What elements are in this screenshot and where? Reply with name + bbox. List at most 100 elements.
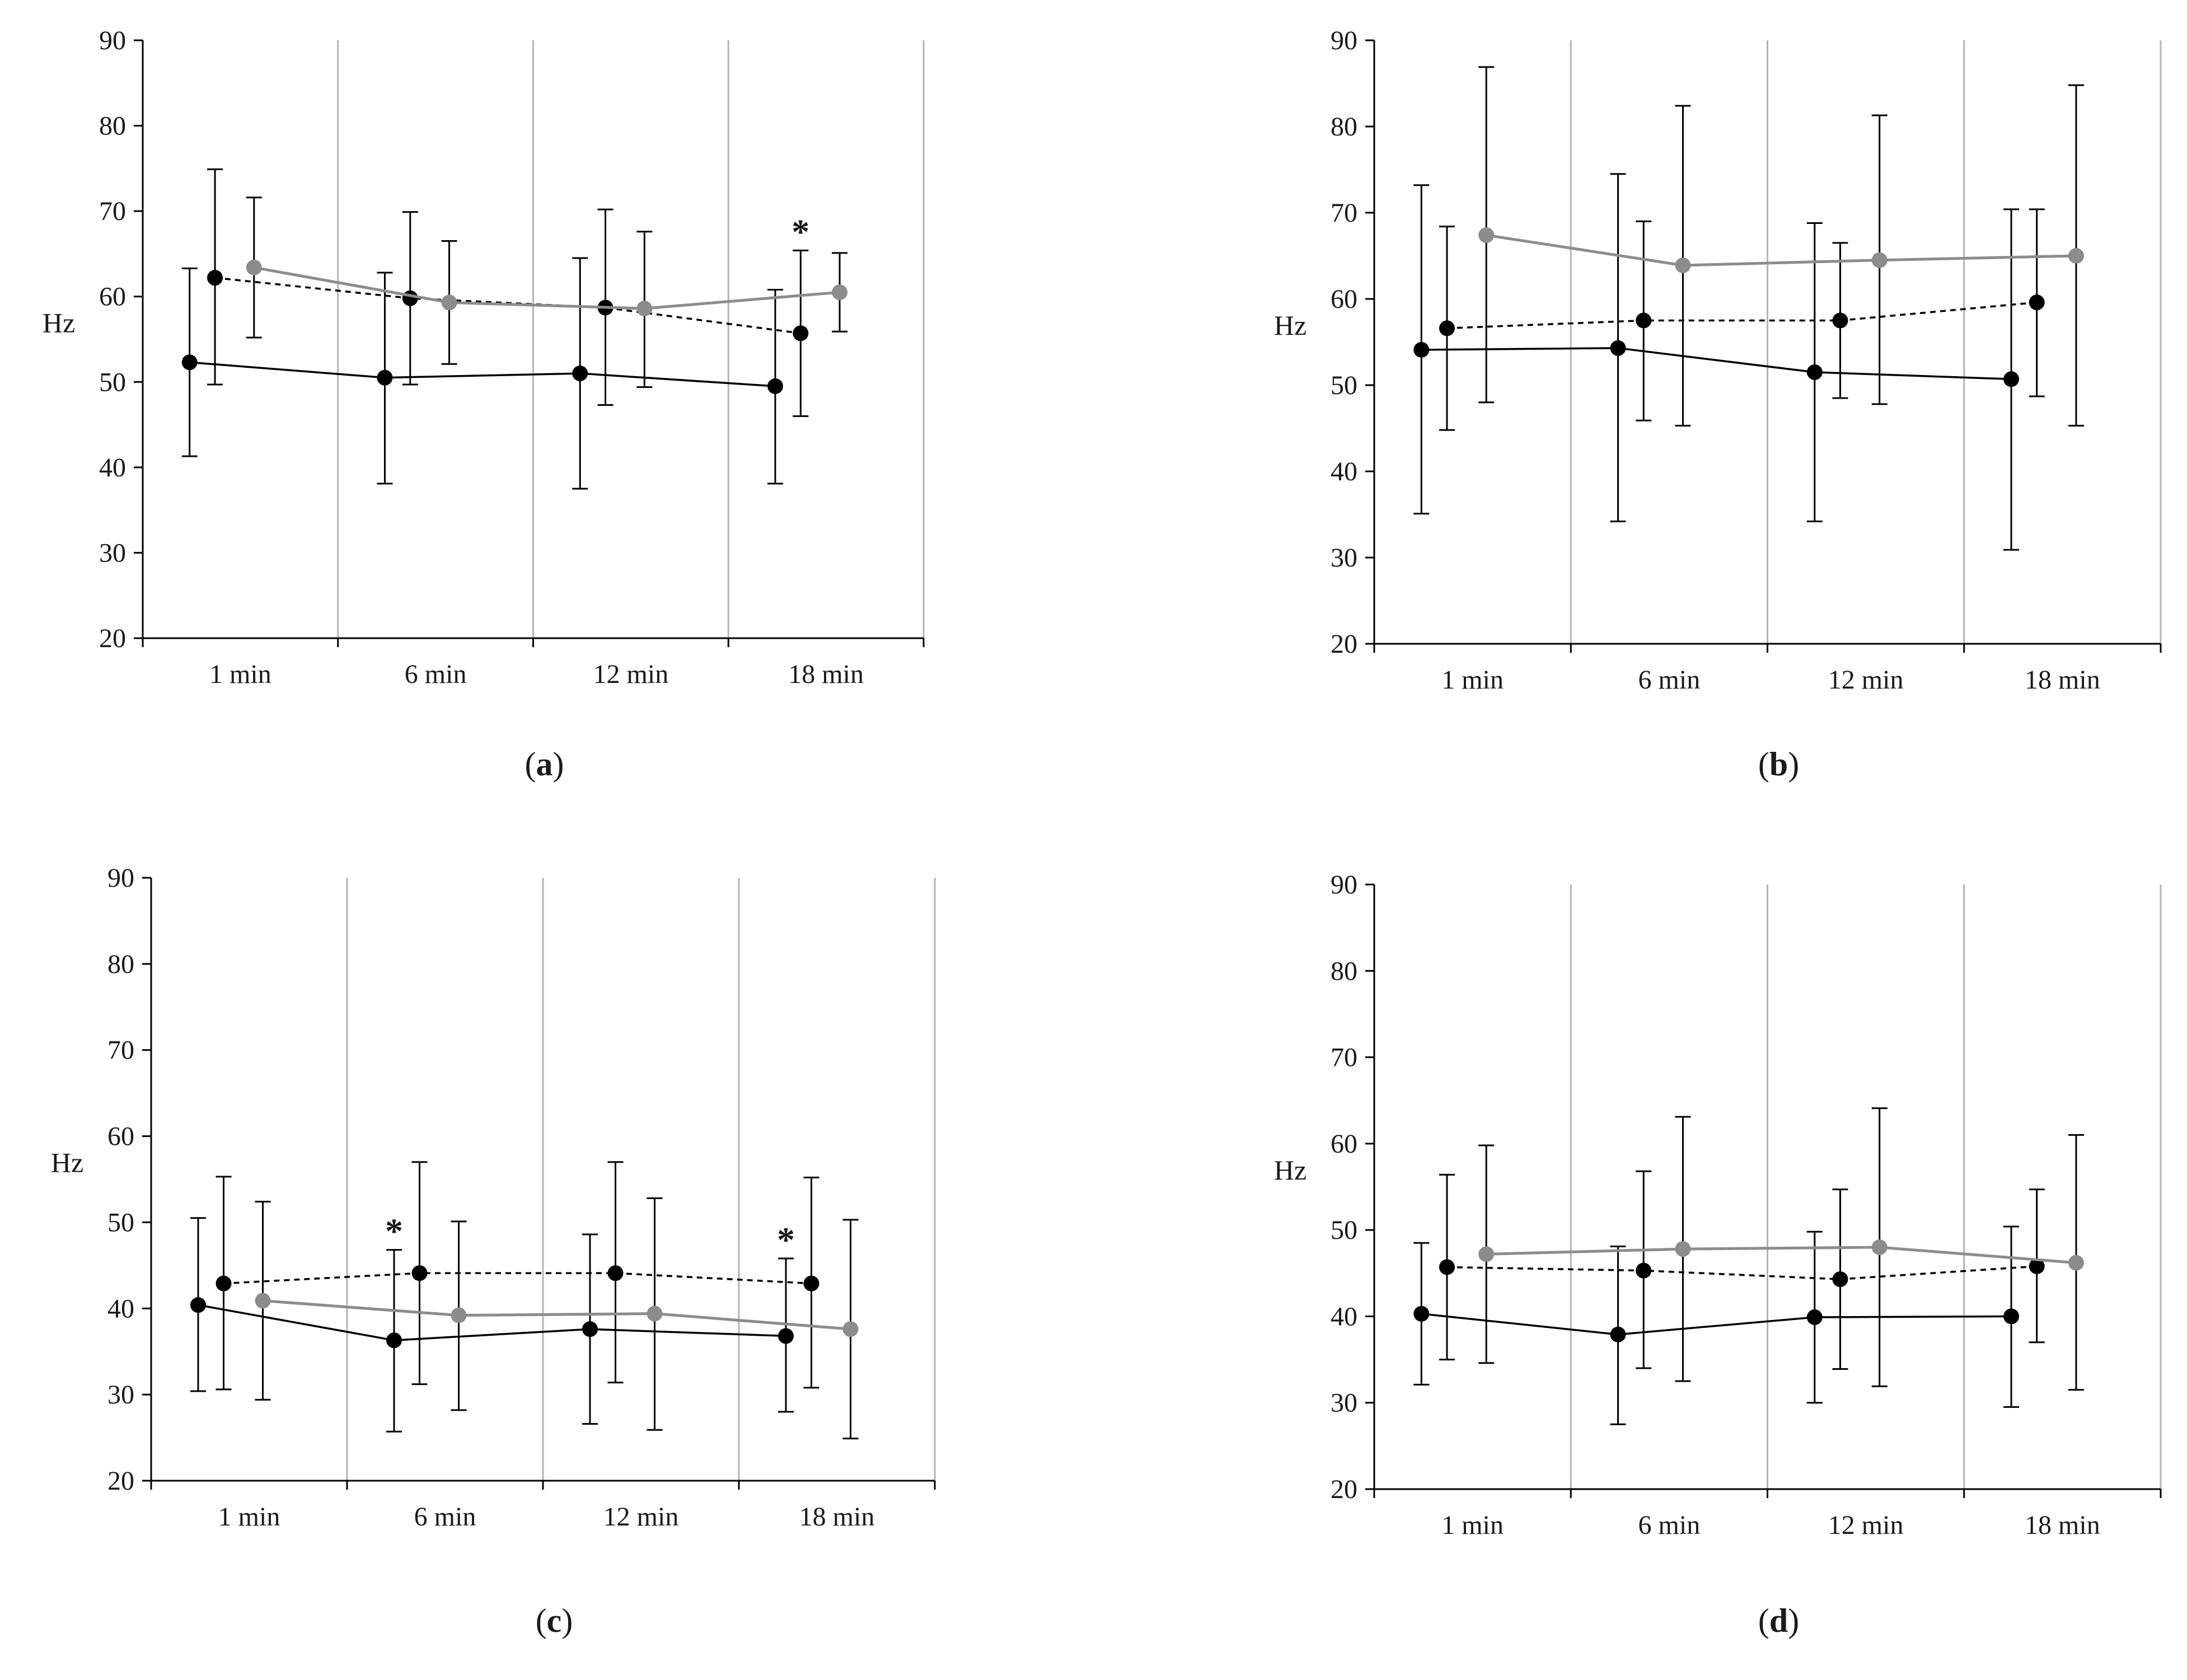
y-tick-label: 40 (99, 453, 126, 483)
series-gray-solid (246, 196, 848, 388)
data-point (582, 1321, 598, 1337)
series-line (189, 361, 776, 387)
data-point (842, 1321, 859, 1337)
series-black-solid (1413, 1225, 2020, 1425)
panel-label: (d) (1758, 1602, 1799, 1639)
data-point (411, 1265, 428, 1281)
y-tick-label: 60 (107, 1122, 134, 1152)
series-black-dashed (1439, 1170, 2045, 1370)
x-tick-label: 18 min (2025, 665, 2100, 695)
y-tick-label: 40 (1331, 1302, 1357, 1331)
data-point (2068, 1255, 2084, 1271)
y-tick-label: 90 (1331, 26, 1357, 55)
series-black-dashed (207, 168, 809, 417)
data-point (2003, 1308, 2020, 1325)
chart-panel-b: 20 30 40 50 60 70 80 90 Hz 1 min 6 min 12 min 18 min… (1274, 26, 2162, 783)
x-tick-label: 12 min (593, 659, 669, 689)
x-tick-label: 6 min (405, 659, 467, 689)
y-tick-label: 50 (99, 367, 126, 397)
y-tick-label: 70 (107, 1036, 134, 1065)
data-point (181, 354, 198, 371)
x-tick-label: 1 min (1441, 1510, 1504, 1540)
data-point (767, 378, 783, 394)
data-point (402, 290, 418, 306)
y-tick-label: 30 (99, 538, 126, 568)
x-tick-label: 6 min (414, 1502, 476, 1532)
data-point (1871, 252, 1888, 268)
series-line (1486, 1246, 2077, 1265)
y-tick-label: 40 (1331, 457, 1357, 486)
data-point (207, 270, 223, 286)
x-tick-label: 6 min (1638, 1510, 1701, 1540)
data-point (803, 1275, 819, 1291)
significance-marker: * (385, 1211, 403, 1251)
data-point (1610, 1326, 1626, 1342)
data-point (216, 1275, 232, 1291)
x-tick-label: 18 min (2025, 1510, 2100, 1540)
x-tick-label: 12 min (1828, 1510, 1904, 1540)
series-line (1446, 1265, 2037, 1280)
data-point (1832, 312, 1848, 329)
data-point (190, 1297, 206, 1313)
data-point (1478, 227, 1495, 244)
x-tick-label: 1 min (218, 1502, 280, 1532)
y-tick-label: 40 (107, 1294, 134, 1323)
y-tick-label: 80 (107, 949, 134, 979)
chart-panel-c: 20 30 40 50 60 70 80 90 Hz 1 min 6 min 12 min 18 min… (51, 863, 936, 1639)
y-tick-label: 20 (1331, 1475, 1357, 1504)
series-gray-solid (255, 1197, 859, 1440)
y-tick-label: 20 (99, 624, 126, 653)
data-point (1871, 1239, 1888, 1255)
data-point (832, 284, 848, 301)
y-tick-label: 70 (99, 196, 126, 226)
y-tick-label: 20 (107, 1466, 134, 1496)
y-tick-label: 60 (99, 282, 126, 312)
y-tick-label: 90 (99, 26, 126, 55)
series-line (1486, 233, 2077, 267)
y-tick-label: 80 (99, 111, 126, 141)
data-point (386, 1332, 402, 1349)
panel-label: (b) (1758, 746, 1799, 783)
data-point (793, 325, 809, 341)
data-point (255, 1293, 271, 1309)
data-point (572, 366, 588, 382)
y-tick-label: 30 (1331, 543, 1357, 573)
data-point (1806, 1309, 1823, 1325)
x-tick-label: 1 min (1441, 665, 1504, 695)
data-point (2003, 371, 2020, 387)
data-point (1636, 1262, 1652, 1279)
series-line (1446, 301, 2037, 330)
data-point (1832, 1271, 1848, 1288)
data-point (1806, 364, 1823, 380)
data-point (1413, 1305, 1430, 1322)
data-point (1675, 257, 1691, 273)
series-black-solid (190, 1217, 794, 1433)
data-point (2029, 1258, 2045, 1274)
data-point (377, 369, 393, 386)
y-tick-label: 60 (1331, 1129, 1357, 1159)
data-point (1413, 341, 1430, 358)
panel-label: (c) (536, 1602, 573, 1639)
y-axis-title: Hz (51, 1147, 83, 1178)
y-tick-label: 20 (1331, 629, 1357, 659)
significance-marker: * (792, 212, 809, 251)
series-black-dashed (216, 1161, 819, 1391)
data-point (647, 1305, 663, 1322)
series-line (198, 1304, 786, 1341)
series-line (1421, 1313, 2012, 1336)
significance-marker: * (777, 1220, 795, 1260)
data-point (246, 259, 262, 275)
data-point (451, 1307, 467, 1323)
series-black-solid (181, 257, 783, 490)
data-point (1636, 312, 1652, 329)
y-tick-label: 90 (1331, 870, 1357, 900)
series-line (223, 1272, 812, 1285)
x-tick-label: 18 min (799, 1502, 875, 1532)
y-tick-label: 50 (1331, 371, 1357, 400)
panel-label: (a) (525, 746, 564, 783)
data-point (441, 294, 457, 311)
y-tick-label: 90 (107, 863, 134, 893)
data-point (2029, 294, 2045, 311)
series-black-dashed (1439, 208, 2045, 431)
